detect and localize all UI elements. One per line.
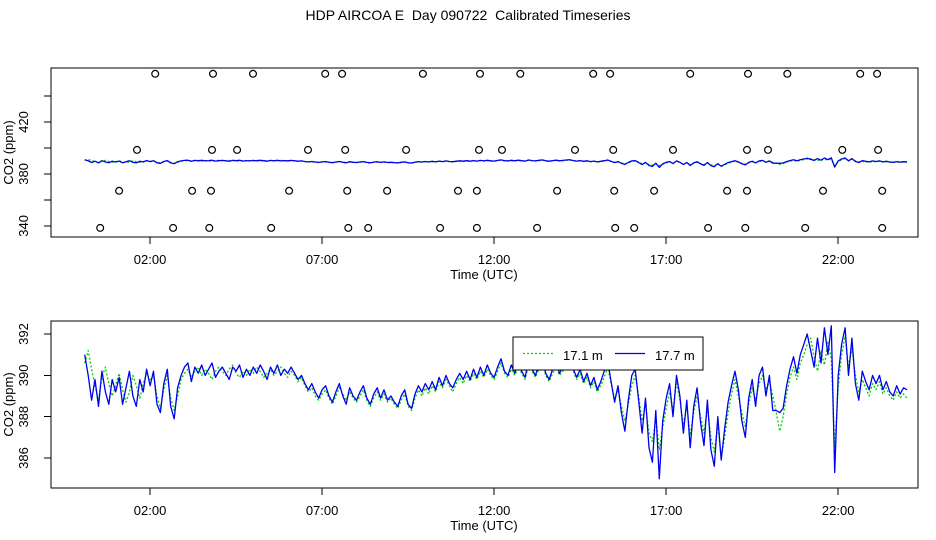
x-tick-label: 12:00 [478, 252, 511, 267]
calibration-gas-marker [650, 186, 659, 195]
calibration-gas-marker [686, 69, 695, 78]
chart-title: HDP AIRCOA E Day 090722 Calibrated Times… [305, 7, 630, 23]
calibration-gas-marker [343, 186, 352, 195]
calibration-gas-marker [878, 186, 887, 195]
calibration-gas-marker [188, 186, 197, 195]
x-tick-label: 17:00 [650, 503, 683, 518]
calibration-gas-marker [838, 145, 847, 154]
calibration-gas-marker [207, 186, 216, 195]
calibration-gas-marker [169, 223, 178, 232]
calibration-gas-marker [783, 69, 792, 78]
top-x-axis-label: Time (UTC) [450, 267, 517, 282]
calibration-gas-marker [589, 69, 598, 78]
calibration-gas-marker [704, 223, 713, 232]
series-line-17-1-m [84, 335, 908, 459]
calibration-gas-marker [874, 145, 883, 154]
calibration-gas-marker [233, 145, 242, 154]
x-tick-label: 02:00 [134, 503, 167, 518]
calibration-gas-marker [630, 223, 639, 232]
panel-co2-detail: 02:00 07:00 12:00 17:00 22:00 386 388 390 392 17.… [16, 320, 919, 518]
top-y-axis-label: CO2 (ppm) [1, 120, 16, 184]
x-tick-label: 07:00 [306, 503, 339, 518]
plot-frame [50, 67, 919, 238]
calibration-gas-marker [472, 186, 481, 195]
x-tick-label: 12:00 [478, 503, 511, 518]
calibration-gas-marker [209, 69, 218, 78]
series-line-17-7-m [84, 325, 908, 480]
calibration-gas-marker [611, 223, 620, 232]
y-tick-label: 386 [16, 447, 31, 469]
calibration-gas-marker [115, 186, 124, 195]
calibration-gas-marker [609, 145, 618, 154]
calibration-gas-marker [606, 69, 615, 78]
calibration-gas-marker [668, 145, 677, 154]
calibration-gas-marker [133, 145, 142, 154]
y-tick-label: 388 [16, 406, 31, 428]
calibration-gas-marker [96, 223, 105, 232]
x-tick-label: 17:00 [650, 252, 683, 267]
calibration-gas-marker [249, 69, 258, 78]
calibration-gas-marker [205, 223, 214, 232]
x-tick-label: 22:00 [822, 503, 855, 518]
calibration-gas-marker [610, 186, 619, 195]
x-tick-label: 07:00 [306, 252, 339, 267]
calibration-gas-marker [763, 145, 772, 154]
plot-frame [50, 320, 919, 489]
legend: 17.1 m 17.7 m [512, 336, 704, 371]
calibration-gas-marker [553, 186, 562, 195]
calibration-gas-marker [285, 186, 294, 195]
calibration-gas-marker [742, 186, 751, 195]
calibration-gas-marker [208, 145, 217, 154]
calibration-gas-marker [743, 69, 752, 78]
calibration-gas-marker [344, 223, 353, 232]
calibration-gas-marker [742, 145, 751, 154]
calibration-gas-marker [856, 69, 865, 78]
calibration-gas-marker [304, 145, 313, 154]
y-tick-label: 390 [16, 365, 31, 387]
calibration-gas-marker [818, 186, 827, 195]
calibration-gas-marker [723, 186, 732, 195]
calibration-gas-marker [364, 223, 373, 232]
panel-calibration-overview: 02:00 07:00 12:00 17:00 22:00 340 380 420 [16, 67, 919, 267]
x-tick-label: 22:00 [822, 252, 855, 267]
calibration-gas-marker [476, 69, 485, 78]
calibration-gas-marker [383, 186, 392, 195]
calibration-gas-marker [436, 223, 445, 232]
x-tick-label: 02:00 [134, 252, 167, 267]
calibration-gas-marker [454, 186, 463, 195]
calibration-gas-marker [533, 223, 542, 232]
calibration-gas-marker [472, 223, 481, 232]
y-tick-label: 380 [16, 163, 31, 185]
bottom-y-axis-label: CO2 (ppm) [1, 372, 16, 436]
calibration-gas-marker [516, 69, 525, 78]
bottom-x-axis-label: Time (UTC) [450, 518, 517, 533]
calibration-gas-marker [741, 223, 750, 232]
calibration-gas-marker [801, 223, 810, 232]
calibration-gas-marker [151, 69, 160, 78]
calibration-gas-marker [498, 145, 507, 154]
calibration-gas-marker [402, 145, 411, 154]
calibration-gas-marker [267, 223, 276, 232]
calibration-gas-marker [878, 223, 887, 232]
y-tick-label: 340 [16, 215, 31, 237]
calibration-gas-marker [475, 145, 484, 154]
legend-label: 17.1 m [563, 348, 603, 363]
calibration-gas-marker [341, 145, 350, 154]
calibration-gas-marker [338, 69, 347, 78]
series-line-17-7-m [84, 157, 908, 169]
calibration-gas-marker [418, 69, 427, 78]
y-tick-label: 392 [16, 323, 31, 345]
calibration-gas-marker [570, 145, 579, 154]
legend-label: 17.7 m [655, 348, 695, 363]
calibration-gas-marker [873, 69, 882, 78]
y-tick-label: 420 [16, 111, 31, 133]
calibration-gas-marker [321, 69, 330, 78]
